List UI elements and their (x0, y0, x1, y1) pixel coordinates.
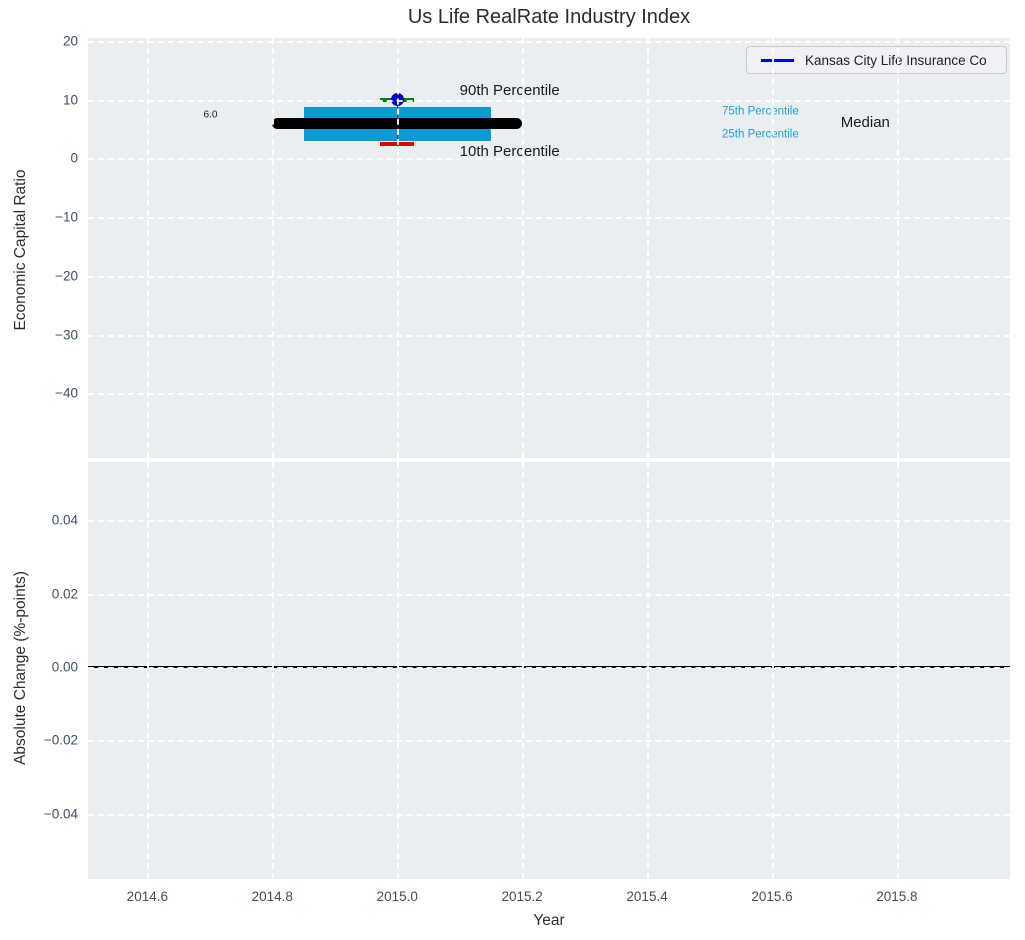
gridline-horizontal (88, 158, 1010, 160)
legend-box: Kansas City Life Insurance Co (746, 46, 1007, 74)
median-annotation: Median (841, 115, 890, 132)
y-tick-label: 0 (0, 152, 78, 166)
gridline-vertical (522, 462, 524, 879)
y-tick-label: −30 (0, 328, 78, 342)
y-tick-label: 0.00 (0, 660, 78, 674)
y-tick-label: 0.02 (0, 587, 78, 601)
p90-annotation: 90th Percentile (460, 83, 560, 100)
p75-annotation: 75th Percentile (722, 106, 799, 119)
p25-annotation: 25th Percentile (722, 129, 799, 142)
chart-title: Us Life RealRate Industry Index (408, 6, 690, 29)
gridline-vertical (647, 462, 649, 879)
gridline-horizontal (88, 100, 1010, 102)
x-tick-label: 2014.6 (127, 890, 168, 904)
y-tick-label: 20 (0, 34, 78, 48)
figure: Us Life RealRate Industry Index 90th Per… (0, 0, 1025, 940)
gridline-horizontal (88, 335, 1010, 337)
legend-line-sample (761, 59, 794, 62)
gridline-vertical (272, 462, 274, 879)
gridline-vertical (897, 462, 899, 879)
gridline-vertical (397, 462, 399, 879)
gridline-horizontal (88, 217, 1010, 219)
gridline-horizontal (88, 276, 1010, 278)
gridline-horizontal (88, 520, 1010, 522)
y-tick-label: −20 (0, 269, 78, 283)
xlabel: Year (533, 912, 564, 930)
gridline-horizontal (88, 740, 1010, 742)
y-tick-label: 10 (0, 93, 78, 107)
y-tick-label: −0.02 (0, 734, 78, 748)
x-tick-label: 2014.8 (252, 890, 293, 904)
gridline-horizontal (88, 814, 1010, 816)
gridline-horizontal (88, 41, 1010, 43)
gridline-horizontal (88, 667, 1010, 669)
x-tick-label: 2015.4 (626, 890, 667, 904)
x-tick-label: 2015.8 (876, 890, 917, 904)
top-axes: 90th Percentile 10th Percentile 75th Per… (88, 38, 1010, 458)
x-tick-label: 2015.6 (751, 890, 792, 904)
x-tick-label: 2015.2 (501, 890, 542, 904)
median-value-annotation: 6.0 (204, 109, 218, 120)
y-tick-label: −10 (0, 210, 78, 224)
gridline-vertical (772, 462, 774, 879)
gridline-horizontal (88, 393, 1010, 395)
legend-label: Kansas City Life Insurance Co (805, 53, 987, 68)
bottom-axes (88, 462, 1010, 879)
top-ylabel: Economic Capital Ratio (12, 169, 30, 330)
x-tick-label: 2015.0 (377, 890, 418, 904)
y-tick-label: −0.04 (0, 807, 78, 821)
y-tick-label: −40 (0, 387, 78, 401)
y-tick-label: 0.04 (0, 513, 78, 527)
gridline-vertical (147, 462, 149, 879)
gridline-horizontal (88, 594, 1010, 596)
